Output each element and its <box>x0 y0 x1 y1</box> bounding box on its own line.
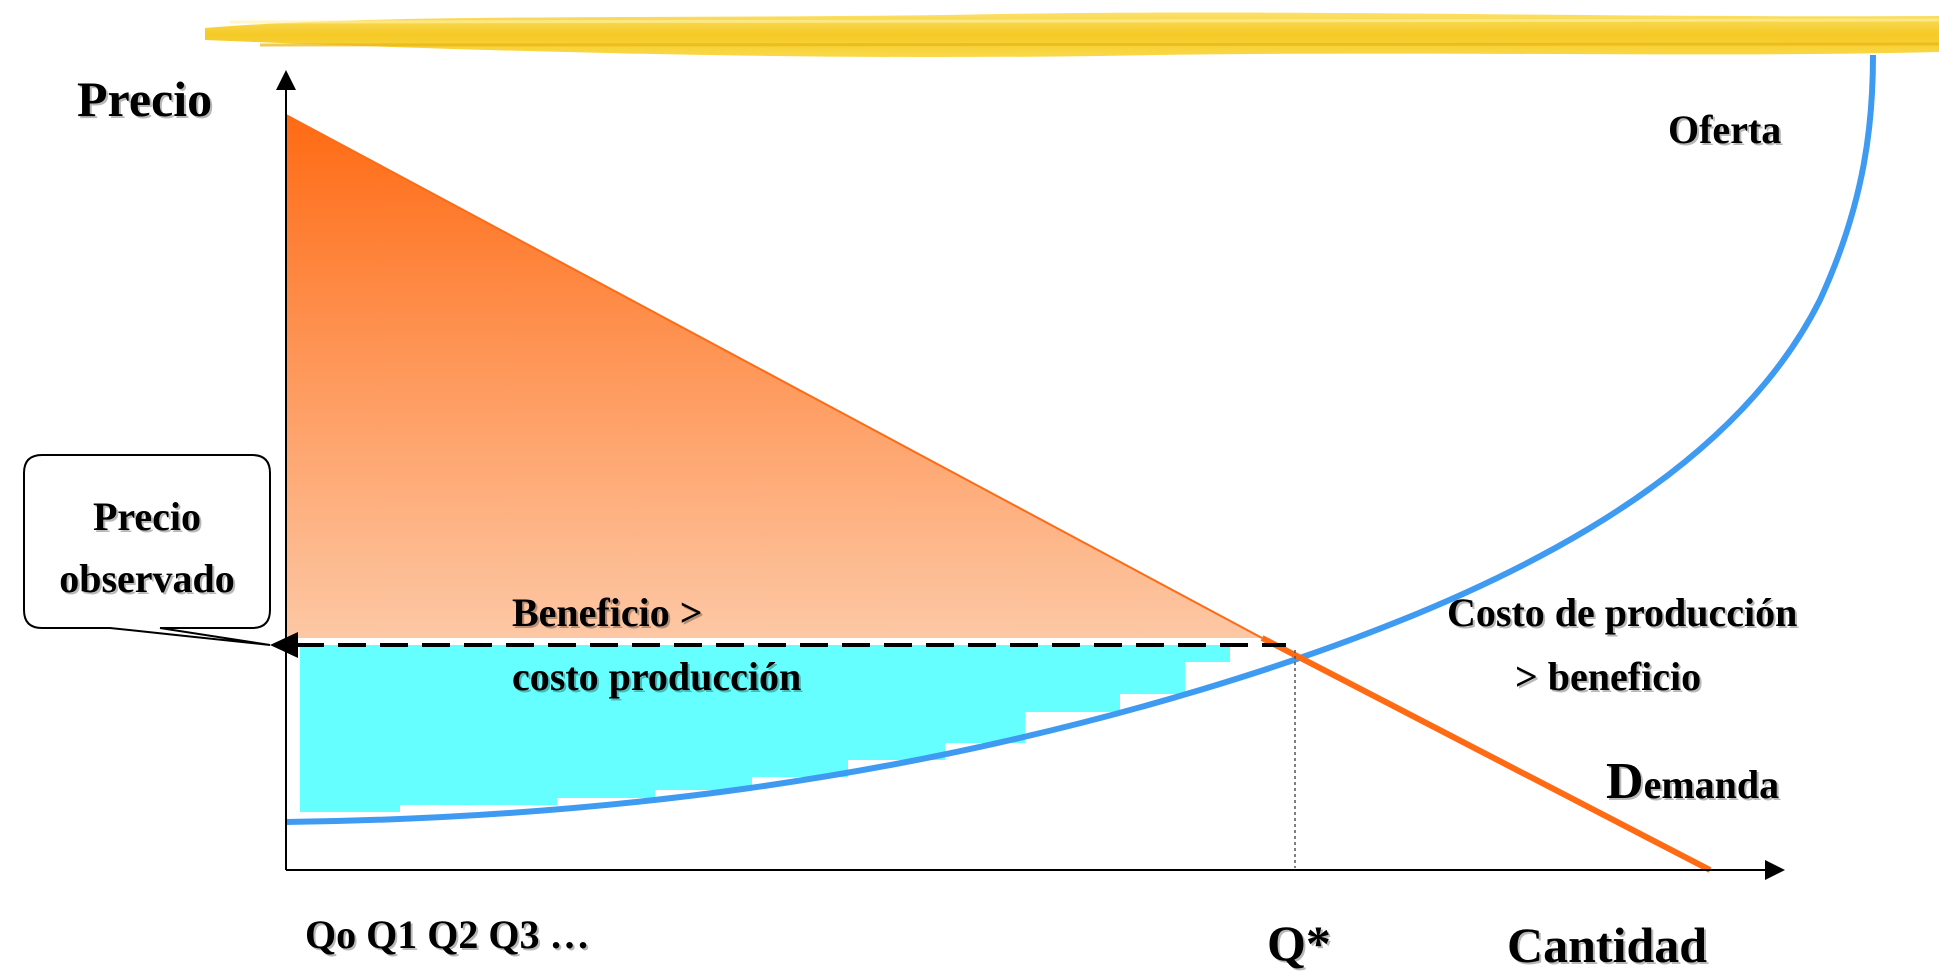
y-axis-label: Precio <box>77 71 212 127</box>
q-sequence-label: Qo Q1 Q2 Q3 … <box>305 912 589 957</box>
benefit-label-line1: Beneficio > <box>512 590 703 635</box>
cost-label-line2: > beneficio <box>1515 654 1701 699</box>
supply-curve <box>285 54 1876 825</box>
demand-curve-upper <box>285 114 1263 639</box>
observed-price-arrow <box>270 632 298 658</box>
supply-label: Oferta <box>1668 107 1781 152</box>
q-star-label: Q* <box>1267 915 1331 971</box>
x-axis-label: Cantidad <box>1507 917 1707 972</box>
callout-bubble <box>23 454 271 646</box>
callout-line1: Precio <box>93 494 201 539</box>
cost-label-line1: Costo de producción <box>1447 590 1797 635</box>
callout-line2: observado <box>59 556 235 601</box>
benefit-label-line2: costo producción <box>512 654 801 699</box>
demand-label: Demanda <box>1606 753 1779 810</box>
header-brush-band <box>205 12 1939 58</box>
demand-curve-line <box>1260 635 1712 873</box>
producer-area <box>300 645 1230 812</box>
demand-label-initial: D <box>1606 753 1644 810</box>
demand-label-rest: emanda <box>1644 762 1780 807</box>
